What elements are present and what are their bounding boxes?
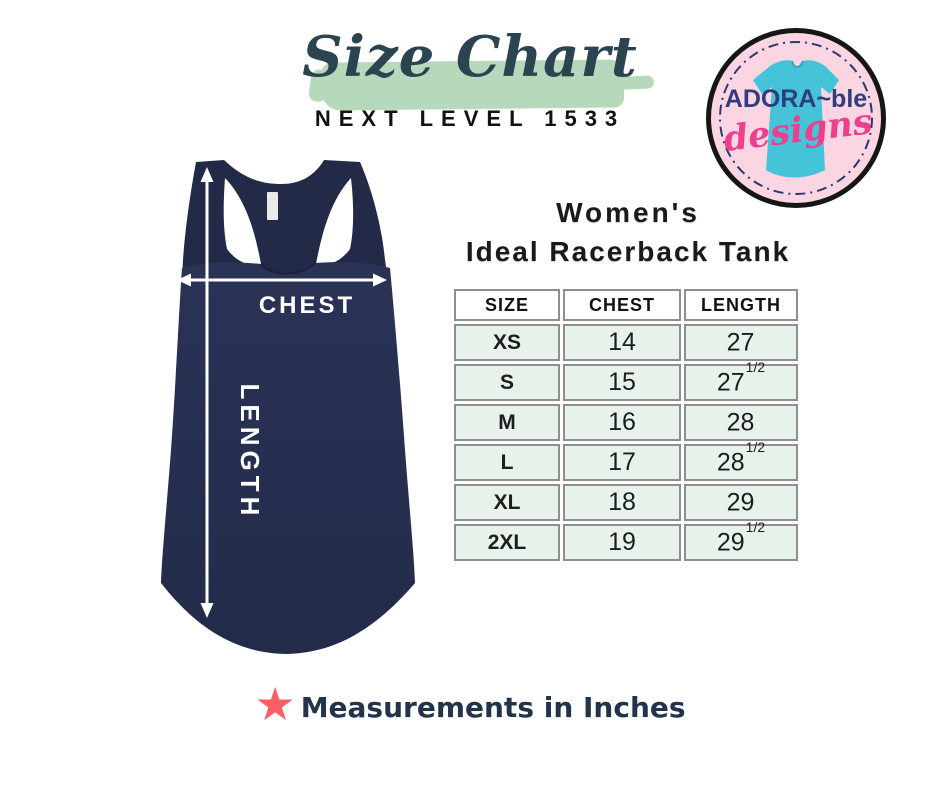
chest-label: CHEST xyxy=(259,292,355,319)
page-title: Size Chart xyxy=(302,24,638,90)
product-heading: Women's Ideal Racerback Tank xyxy=(440,197,816,268)
length-cell: 281/2 xyxy=(684,439,798,481)
size-cell: XL xyxy=(454,484,560,521)
table-row: XL 18 29 xyxy=(454,484,798,521)
column-header-length: LENGTH xyxy=(684,289,798,321)
tshirt-fold-line xyxy=(791,60,804,68)
size-cell: XS xyxy=(454,324,560,361)
length-value: 28 xyxy=(716,448,745,477)
size-cell: L xyxy=(454,444,560,481)
column-header-chest: CHEST xyxy=(563,289,681,321)
front-neckline-seam xyxy=(260,262,316,275)
length-cell: 28 xyxy=(684,404,798,441)
star-icon: ★ xyxy=(254,678,296,730)
size-cell: M xyxy=(454,404,560,441)
table-row: L 17 281/2 xyxy=(454,439,798,481)
measurement-note-text: Measurements in Inches xyxy=(300,690,686,724)
length-fraction: 1/2 xyxy=(745,438,766,455)
length-value: 27 xyxy=(716,368,745,397)
right-armhole-opening xyxy=(316,178,354,266)
chest-arrow xyxy=(177,273,387,287)
size-cell: S xyxy=(454,364,560,401)
size-cell: 2XL xyxy=(454,524,560,561)
length-value: 29 xyxy=(726,488,755,517)
chest-cell: 19 xyxy=(563,524,681,561)
chest-cell: 18 xyxy=(563,484,681,521)
length-fraction: 1/2 xyxy=(745,518,766,535)
chest-cell: 16 xyxy=(563,404,681,441)
logo-art xyxy=(719,41,873,195)
table-row: XS 14 27 xyxy=(454,324,798,361)
chest-cell: 15 xyxy=(563,364,681,401)
product-heading-line2: Ideal Racerback Tank xyxy=(465,236,791,267)
neck-tag xyxy=(267,192,278,220)
left-armhole-opening xyxy=(223,178,261,266)
table-row: 2XL 19 291/2 xyxy=(454,519,798,561)
length-cell: 27 xyxy=(684,324,798,361)
tank-front-body xyxy=(161,262,415,654)
tank-top-illustration: CHEST LENGTH xyxy=(161,160,415,654)
column-header-size: SIZE xyxy=(454,289,560,321)
table-row: M 16 28 xyxy=(454,404,798,441)
size-table-header-row: SIZE CHEST LENGTH xyxy=(454,289,798,321)
table-row: S 15 271/2 xyxy=(454,359,798,401)
dash-dot-ring xyxy=(719,41,873,195)
logo-brand-name: ADORA~ble xyxy=(724,85,868,113)
length-arrow xyxy=(200,167,214,618)
product-heading-line1: Women's xyxy=(556,197,700,228)
length-cell: 291/2 xyxy=(684,519,798,561)
brand-logo: ADORA~ble designs xyxy=(706,28,886,208)
length-cell: 271/2 xyxy=(684,359,798,401)
length-value: 28 xyxy=(726,408,755,437)
length-value: 29 xyxy=(716,528,745,557)
chest-cell: 14 xyxy=(563,324,681,361)
chest-cell: 17 xyxy=(563,444,681,481)
length-cell: 29 xyxy=(684,484,798,521)
product-model-subtitle: NEXT LEVEL 1533 xyxy=(314,106,626,131)
length-value: 27 xyxy=(726,328,755,357)
logo-circle xyxy=(706,28,886,208)
measurement-note: ★ Measurements in Inches xyxy=(0,678,940,730)
tshirt-icon xyxy=(753,60,839,178)
size-table: SIZE CHEST LENGTH XS 14 27 S 15 271/2 M … xyxy=(451,286,801,564)
length-fraction: 1/2 xyxy=(745,358,766,375)
length-label: LENGTH xyxy=(235,384,265,521)
